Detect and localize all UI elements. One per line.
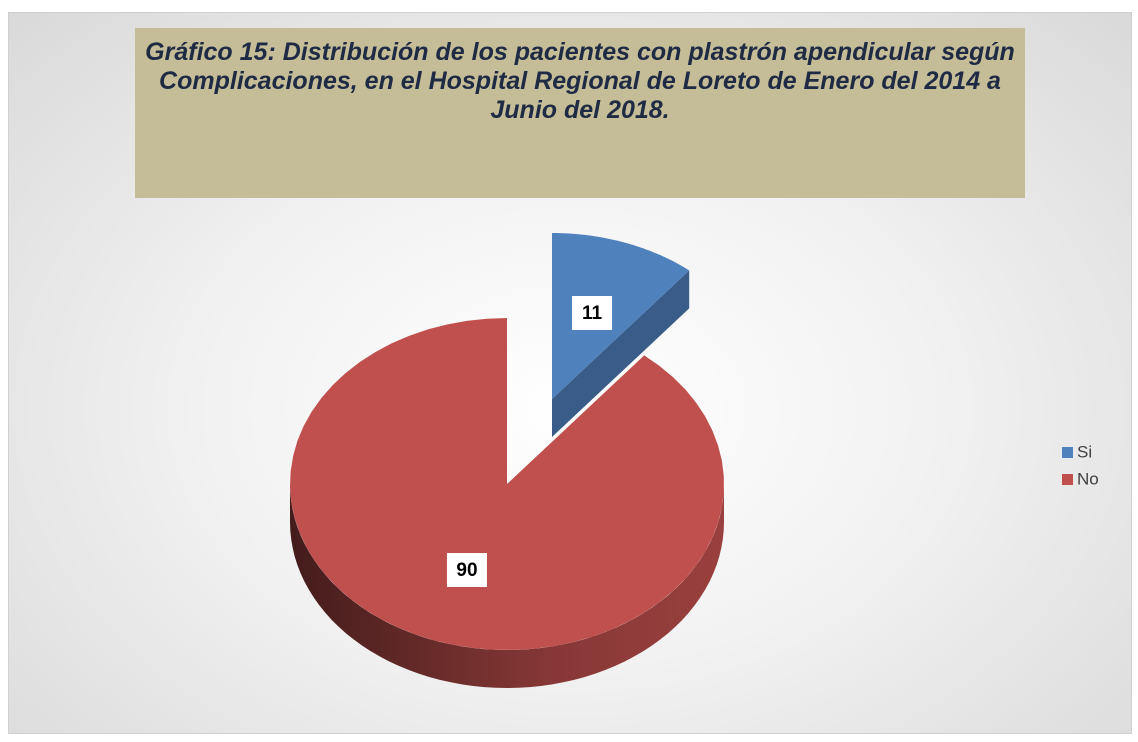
- legend-swatch: [1062, 447, 1073, 458]
- data-label: 11: [582, 303, 603, 324]
- pie-side: [290, 484, 724, 688]
- pie-slice: [552, 233, 690, 399]
- pie-side: [552, 270, 690, 437]
- data-label-box: [572, 295, 613, 330]
- legend-label: No: [1077, 469, 1099, 488]
- data-label: 90: [456, 560, 477, 581]
- chart-title: Gráfico 15: Distribución de los paciente…: [135, 28, 1025, 198]
- data-label-box: [446, 553, 487, 588]
- legend-swatch: [1062, 474, 1073, 485]
- legend-label: Si: [1077, 442, 1092, 461]
- pie-slice: [290, 318, 724, 650]
